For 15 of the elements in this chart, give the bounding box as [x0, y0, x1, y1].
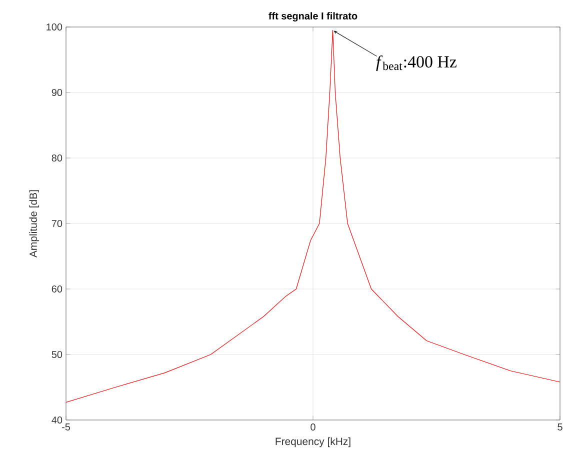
- line-series: [66, 30, 560, 403]
- annotation: f$_{beat}$:400 Hz: [376, 55, 456, 71]
- x-tick-label: 5: [558, 424, 562, 430]
- y-tick-label: 60: [52, 285, 62, 293]
- y-tick-label: 90: [52, 88, 62, 96]
- y-axis-title: Amplitude [dB]: [29, 190, 40, 258]
- y-tick-label: 80: [52, 154, 62, 162]
- y-tick-label: 70: [52, 220, 62, 228]
- x-tick-label: 0: [310, 424, 316, 431]
- x-tick-label: -5: [62, 424, 70, 430]
- y-tick-label: 100: [46, 23, 62, 31]
- y-tick-label: 50: [52, 350, 62, 358]
- y-tick-label: 40: [52, 416, 62, 424]
- chart-title: fft segnale I filtrato: [268, 12, 358, 22]
- x-axis-title: Frequency [kHz]: [276, 437, 350, 448]
